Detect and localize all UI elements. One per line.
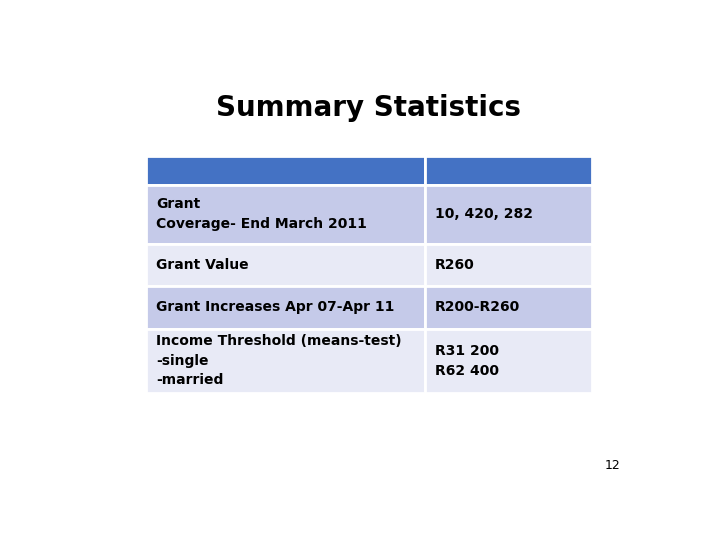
- Bar: [145, 156, 425, 185]
- Text: R200-R260: R200-R260: [435, 300, 520, 314]
- Bar: [145, 286, 425, 329]
- Bar: [425, 156, 593, 185]
- Bar: [425, 244, 593, 286]
- Bar: [425, 329, 593, 393]
- Text: Grant Value: Grant Value: [156, 258, 248, 272]
- Bar: [145, 329, 425, 393]
- Bar: [425, 185, 593, 244]
- Text: Income Threshold (means-test)
-single
-married: Income Threshold (means-test) -single -m…: [156, 334, 402, 387]
- Text: 10, 420, 282: 10, 420, 282: [435, 207, 533, 221]
- Text: Grant Increases Apr 07-Apr 11: Grant Increases Apr 07-Apr 11: [156, 300, 395, 314]
- Bar: [145, 244, 425, 286]
- Text: 12: 12: [604, 460, 620, 472]
- Text: R31 200
R62 400: R31 200 R62 400: [435, 344, 499, 377]
- Text: Grant
Coverage- End March 2011: Grant Coverage- End March 2011: [156, 197, 366, 231]
- Text: R260: R260: [435, 258, 474, 272]
- Bar: [145, 185, 425, 244]
- Bar: [425, 286, 593, 329]
- Text: Summary Statistics: Summary Statistics: [217, 94, 521, 122]
